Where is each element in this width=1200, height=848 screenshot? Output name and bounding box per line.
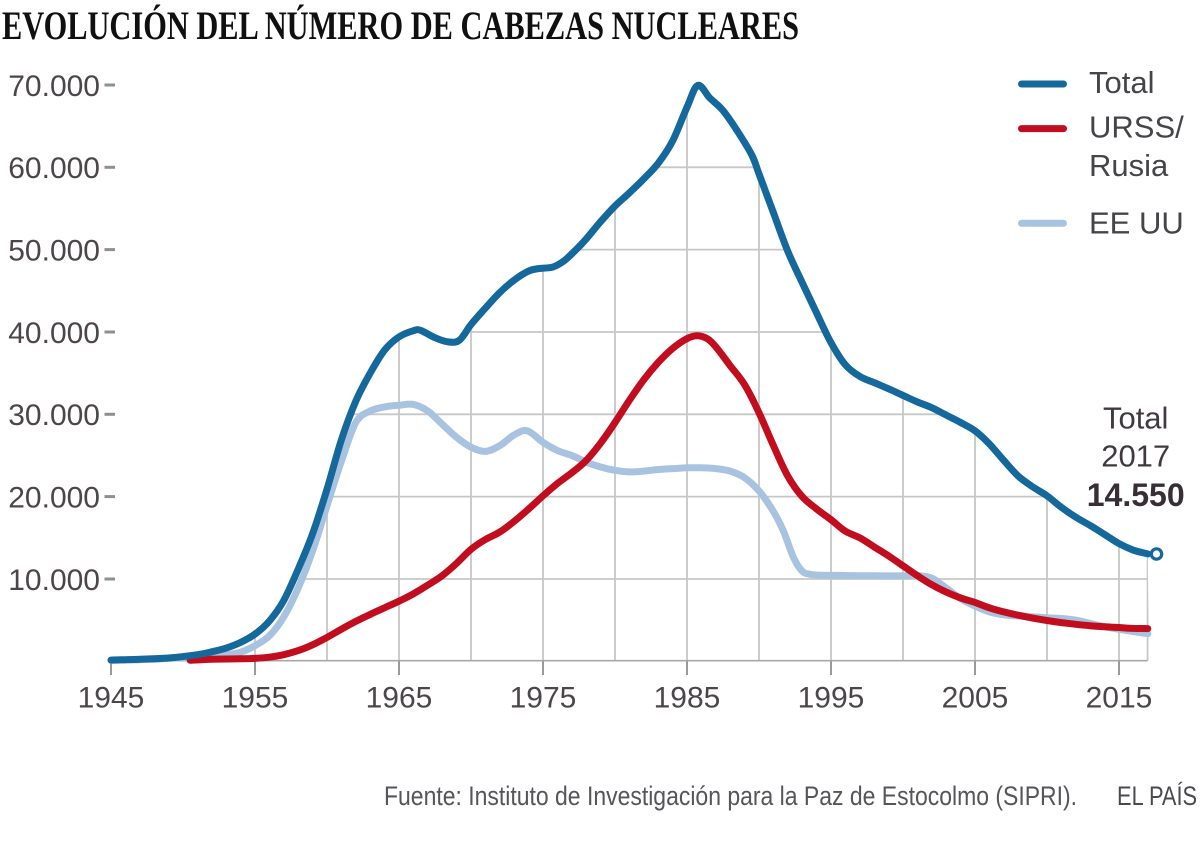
- svg-text:2017: 2017: [1101, 439, 1170, 474]
- svg-text:1985: 1985: [654, 682, 721, 715]
- svg-text:1965: 1965: [366, 682, 433, 715]
- svg-text:2005: 2005: [942, 682, 1009, 715]
- svg-text:30.000: 30.000: [8, 399, 100, 432]
- svg-text:Total: Total: [1089, 65, 1154, 100]
- svg-text:70.000: 70.000: [8, 70, 100, 103]
- svg-text:40.000: 40.000: [8, 317, 100, 350]
- svg-text:2015: 2015: [1086, 682, 1153, 715]
- svg-text:EE UU: EE UU: [1089, 206, 1184, 241]
- svg-text:1995: 1995: [798, 682, 865, 715]
- svg-text:Total: Total: [1103, 401, 1168, 436]
- svg-text:14.550: 14.550: [1087, 477, 1185, 513]
- svg-text:20.000: 20.000: [8, 482, 100, 515]
- svg-text:Rusia: Rusia: [1089, 148, 1169, 183]
- svg-text:60.000: 60.000: [8, 152, 100, 185]
- svg-text:1945: 1945: [78, 682, 145, 715]
- svg-text:50.000: 50.000: [8, 235, 100, 268]
- svg-text:1955: 1955: [222, 682, 289, 715]
- svg-text:URSS/: URSS/: [1089, 110, 1184, 145]
- svg-text:1975: 1975: [510, 682, 577, 715]
- svg-text:10.000: 10.000: [8, 564, 100, 597]
